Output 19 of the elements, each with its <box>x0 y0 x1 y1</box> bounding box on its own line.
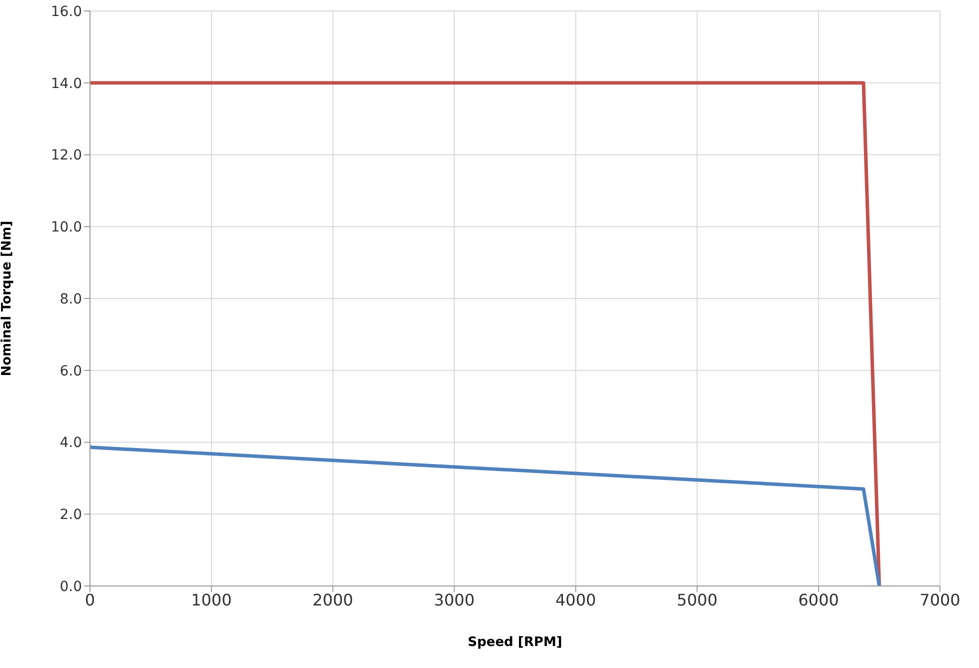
y-tick-label: 14.0 <box>50 76 82 92</box>
x-tick-label: 2000 <box>312 590 354 610</box>
x-tick-label: 5000 <box>676 590 718 610</box>
x-tick-label: 6000 <box>798 590 839 610</box>
y-tick-label: 8.0 <box>60 291 82 308</box>
x-tick-label: 1000 <box>191 590 232 610</box>
y-tick-label: 10.0 <box>50 220 82 236</box>
y-tick-label: 0.0 <box>60 578 82 595</box>
y-tick-label: 16.0 <box>50 4 82 20</box>
y-tick-label: 2.0 <box>60 507 82 524</box>
y-axis-title: Nominal Torque [Nm] <box>0 220 15 376</box>
y-tick-label: 4.0 <box>60 435 82 452</box>
x-tick-label: 4000 <box>555 590 596 610</box>
x-tick-label: 7000 <box>920 590 960 610</box>
x-axis-title: Speed [RPM] <box>468 635 562 650</box>
x-tick-label: 0 <box>84 590 96 610</box>
y-tick-label: 12.0 <box>50 148 82 164</box>
x-tick-label: 3000 <box>434 590 475 610</box>
y-tick-label: 6.0 <box>60 363 82 380</box>
